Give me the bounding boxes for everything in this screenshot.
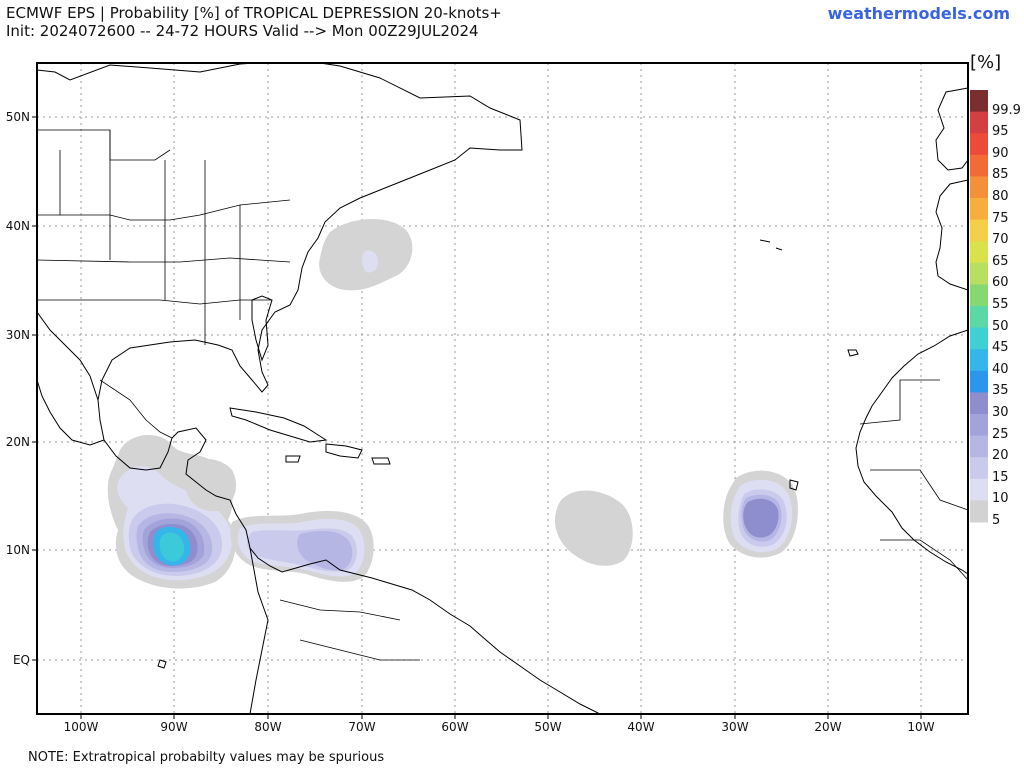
lat-label: 10N — [6, 543, 30, 557]
lat-label: 40N — [6, 219, 30, 233]
colorbar-swatch — [970, 111, 988, 134]
colorbar-tick-label: 30 — [992, 405, 1009, 420]
colorbar-tick-label: 45 — [992, 340, 1009, 356]
footer-note: NOTE: Extratropical probabilty values ma… — [28, 750, 385, 765]
colorbar-swatch — [970, 306, 988, 329]
colorbar-swatch — [970, 198, 988, 221]
colorbar-unit: [%] — [970, 52, 1002, 73]
lon-label: 90W — [160, 720, 187, 734]
colorbar-tick-label: 25 — [992, 426, 1009, 442]
coastlines — [37, 63, 968, 714]
colorbar-swatch — [970, 478, 988, 501]
colorbar-tick-label: 40 — [992, 361, 1009, 377]
title-line-1: ECMWF EPS | Probability [%] of TROPICAL … — [6, 4, 502, 22]
prob-core-east-atlantic — [743, 498, 779, 538]
lon-label: 40W — [627, 720, 654, 734]
colorbar-tick-label: 55 — [992, 297, 1009, 312]
colorbar-tick-label: 35 — [992, 383, 1009, 399]
colorbar-swatch — [970, 133, 988, 156]
lon-label: 10W — [907, 720, 934, 734]
colorbar-tick-label: 65 — [992, 253, 1009, 269]
colorbar-tick-label: 15 — [992, 469, 1009, 485]
colorbar-tick-label: 75 — [992, 210, 1009, 226]
colorbar-swatch — [970, 457, 988, 480]
colorbar-tick-label: 60 — [992, 275, 1009, 291]
colorbar-swatch — [970, 392, 988, 415]
colorbar-tick-label: 20 — [992, 448, 1009, 464]
colorbar-tick-label: 50 — [992, 318, 1009, 334]
colorbar-tick-label: 10 — [992, 491, 1009, 507]
lon-label: 100W — [64, 720, 99, 734]
lon-label: 50W — [534, 720, 561, 734]
borders — [37, 129, 968, 661]
colorbar-tick-label: 99.9 — [992, 102, 1021, 118]
colorbar-tick-label: 80 — [992, 189, 1009, 204]
map-frame — [36, 62, 969, 715]
lat-label: EQ — [13, 653, 30, 667]
map-title: ECMWF EPS | Probability [%] of TROPICAL … — [6, 4, 502, 40]
colorbar-swatch — [970, 327, 988, 350]
colorbar-tick-label: 95 — [992, 124, 1009, 140]
colorbar-swatch — [970, 435, 988, 458]
colorbar-swatch — [970, 154, 988, 177]
colorbar-swatch — [970, 219, 988, 242]
probability-areas — [107, 218, 798, 589]
colorbar — [970, 90, 988, 523]
colorbar-swatch — [970, 284, 988, 307]
lon-label: 80W — [254, 720, 281, 734]
colorbar-tick-label: 85 — [992, 167, 1009, 183]
colorbar-swatch — [970, 241, 988, 264]
lat-label: 50N — [6, 110, 30, 124]
colorbar-swatch — [970, 370, 988, 393]
colorbar-swatch — [970, 262, 988, 285]
colorbar-swatch — [970, 500, 988, 523]
lat-labels: 50N 40N 30N 20N 10N EQ — [6, 110, 30, 667]
colorbar-swatch — [970, 414, 988, 437]
colorbar-tick-label: 5 — [992, 513, 1001, 528]
prob-area-central-atlantic — [554, 490, 633, 566]
lon-label: 70W — [348, 720, 375, 734]
colorbar-swatch — [970, 349, 988, 372]
lat-label: 20N — [6, 435, 30, 449]
lon-label: 30W — [721, 720, 748, 734]
axis-ticks — [32, 116, 922, 719]
colorbar-tick-label: 90 — [992, 145, 1009, 161]
lon-labels: 100W 90W 80W 70W 60W 50W 40W 30W 20W 10W — [64, 720, 935, 734]
brand-link[interactable]: weathermodels.com — [827, 4, 1010, 23]
colorbar-swatch — [970, 176, 988, 199]
lon-label: 60W — [441, 720, 468, 734]
title-line-2: Init: 2024072600 -- 24-72 HOURS Valid --… — [6, 22, 479, 40]
lon-label: 20W — [814, 720, 841, 734]
lat-label: 30N — [6, 328, 30, 342]
colorbar-swatch — [970, 90, 988, 113]
gridlines — [37, 63, 968, 714]
colorbar-tick-label: 70 — [992, 232, 1009, 248]
